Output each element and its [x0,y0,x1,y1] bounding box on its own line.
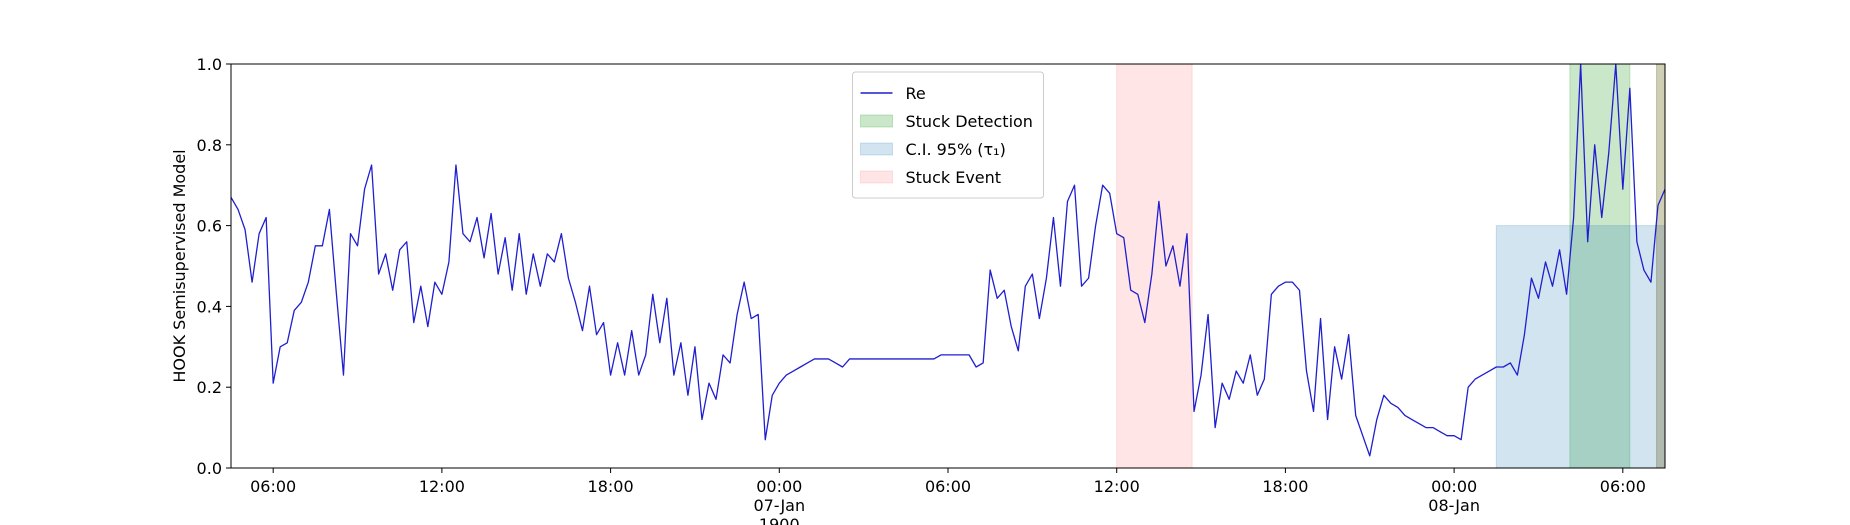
legend-patch [860,170,893,184]
legend-patch [860,142,893,156]
x-tick-label: 00:00 08-Jan [1428,477,1480,515]
x-tick-label-line: 08-Jan [1428,496,1480,515]
x-tick-label-line: 07-Jan [753,496,805,515]
region [1656,63,1666,469]
x-tick-label-line: 00:00 [756,477,802,496]
legend-patch [860,114,893,128]
y-tick-label: 1.0 [197,55,222,74]
x-tick-label-line: 00:00 [1431,477,1477,496]
x-tick-label: 18:00 [1262,477,1308,496]
legend-label: Stuck Detection [906,112,1033,131]
legend: Re Stuck Detection C.I. 95% (τ₁) Stuck Even… [852,71,1044,199]
x-tick-label: 00:00 07-Jan 1900 [753,477,805,525]
x-tick-label: 06:00 [250,477,296,496]
x-tick-label: 12:00 [1094,477,1140,496]
y-tick-label: 0.4 [197,297,222,316]
region [1495,225,1666,469]
x-tick-label-line: 1900 [759,515,800,525]
legend-label: Stuck Event [906,168,1002,187]
data-line [230,63,1666,457]
legend-label: C.I. 95% (τ₁) [906,140,1006,159]
x-tick-label: 06:00 [925,477,971,496]
y-tick-label: 0.8 [197,136,222,155]
y-axis-label: HOOK Semisupervised Model [170,149,189,382]
legend-box [852,71,1044,199]
y-tick-label: 0.2 [197,378,222,397]
legend-label: Re [906,84,926,103]
y-tick-label: 0.6 [197,217,222,236]
y-tick-label: 0.0 [197,459,222,478]
x-tick-label: 06:00 [1600,477,1646,496]
x-tick-label: 12:00 [419,477,465,496]
x-tick-label: 18:00 [588,477,634,496]
